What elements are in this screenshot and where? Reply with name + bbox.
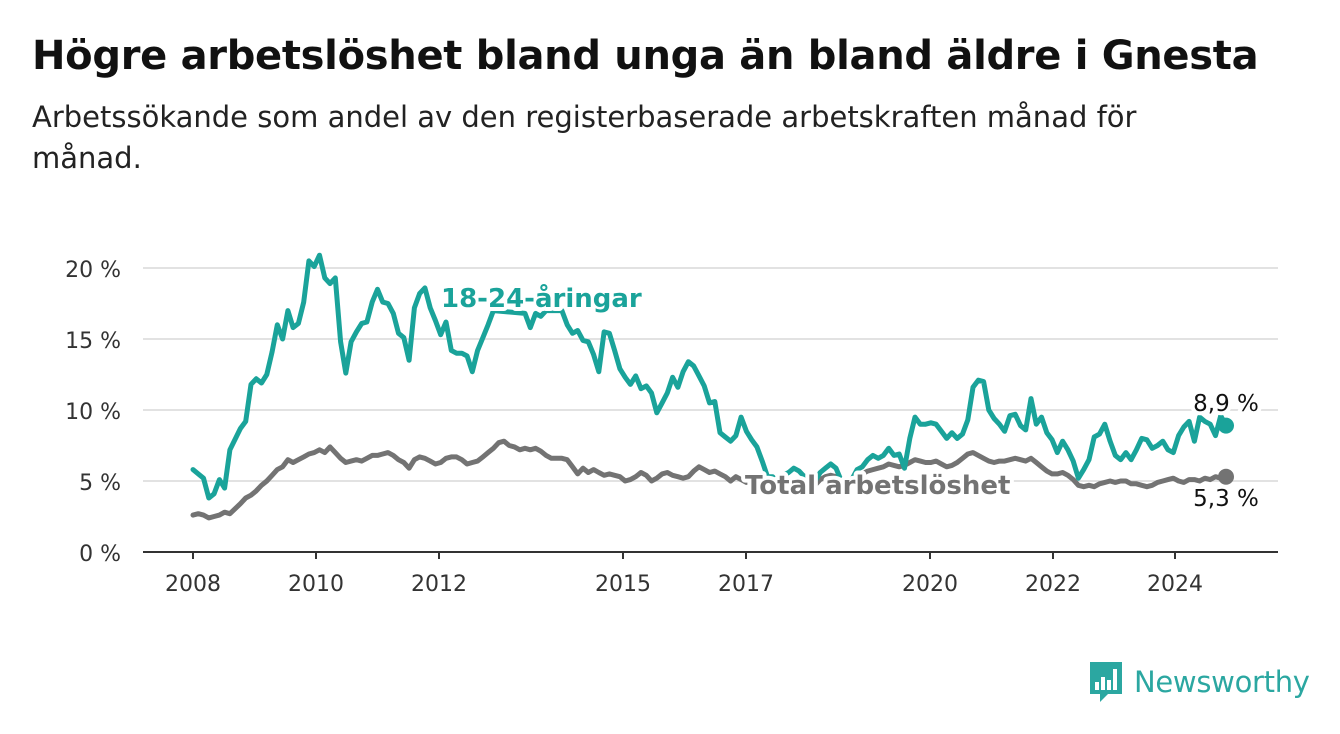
y-tick-label: 10 % bbox=[65, 400, 121, 425]
series-label: Total arbetslöshet bbox=[745, 471, 1010, 501]
x-tick-label: 2017 bbox=[718, 572, 774, 597]
x-tick-label: 2015 bbox=[595, 572, 651, 597]
series-label: 18-24-åringar bbox=[441, 282, 642, 314]
series-labels: 18-24-åringar Total arbetslöshet 8,9 % 5,3 … bbox=[437, 278, 1263, 516]
bar-chart-icon bbox=[1090, 662, 1122, 702]
chart-subtitle: Arbetssökande som andel av den registerb… bbox=[32, 100, 1137, 175]
grid-lines bbox=[143, 267, 1278, 482]
chart-title: Högre arbetslöshet bland unga än bland ä… bbox=[32, 33, 1259, 79]
x-tick-label: 2022 bbox=[1025, 572, 1081, 597]
x-axis: 2008 2010 2012 2015 2017 2020 2022 2024 bbox=[143, 551, 1278, 597]
end-point bbox=[1218, 417, 1234, 434]
x-tick-label: 2008 bbox=[165, 572, 221, 597]
series-label: 5,3 % bbox=[1193, 486, 1259, 512]
series-lines bbox=[190, 252, 1234, 521]
x-tick-label: 2012 bbox=[411, 572, 467, 597]
y-tick-label: 5 % bbox=[79, 471, 121, 496]
y-tick-label: 0 % bbox=[79, 542, 121, 567]
y-axis: 0 % 5 % 10 % 15 % 20 % bbox=[65, 258, 121, 567]
series-line bbox=[190, 438, 1229, 521]
series-line bbox=[190, 252, 1229, 501]
x-tick-label: 2010 bbox=[288, 572, 344, 597]
y-tick-label: 15 % bbox=[65, 329, 121, 354]
x-tick-label: 2020 bbox=[902, 572, 958, 597]
end-point bbox=[1218, 468, 1234, 485]
series-label: 8,9 % bbox=[1193, 391, 1259, 417]
y-tick-label: 20 % bbox=[65, 258, 121, 283]
newsworthy-logo: Newsworthy bbox=[1088, 660, 1310, 704]
x-tick-label: 2024 bbox=[1147, 572, 1203, 597]
brand-name: Newsworthy bbox=[1134, 665, 1310, 699]
